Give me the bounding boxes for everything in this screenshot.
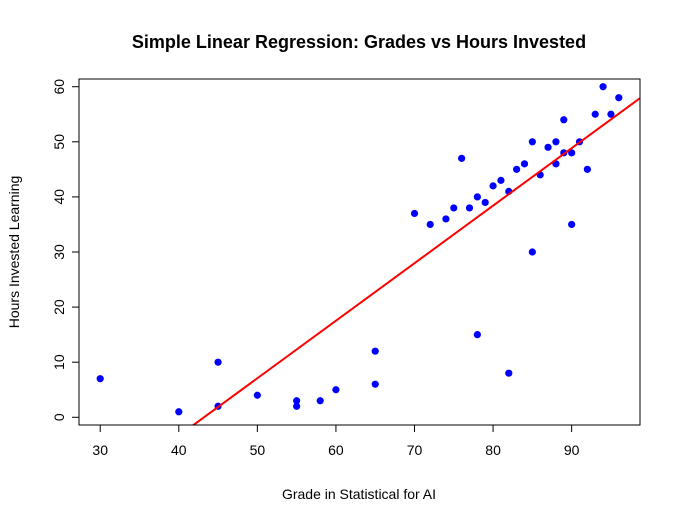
regression-line: [79, 98, 640, 509]
data-point: [411, 210, 418, 217]
data-point: [97, 375, 104, 382]
y-tick-label: 10: [51, 354, 67, 370]
x-tick-label: 30: [92, 442, 108, 458]
data-point: [175, 408, 182, 415]
data-point: [442, 215, 449, 222]
plot-frame: [79, 79, 640, 425]
x-tick-label: 80: [485, 442, 501, 458]
y-tick-label: 30: [51, 244, 67, 260]
y-tick-label: 50: [51, 134, 67, 150]
data-point: [474, 331, 481, 338]
x-axis-label: Grade in Statistical for AI: [282, 486, 436, 502]
data-points: [97, 83, 623, 415]
data-point: [544, 144, 551, 151]
y-axis-label: Hours Invested Learning: [6, 176, 22, 329]
data-point: [458, 155, 465, 162]
data-point: [584, 166, 591, 173]
x-tick-label: 90: [564, 442, 580, 458]
chart-title: Simple Linear Regression: Grades vs Hour…: [132, 32, 586, 52]
data-point: [214, 359, 221, 366]
y-tick-label: 60: [51, 79, 67, 95]
data-point: [450, 204, 457, 211]
x-axis: 30 40 50 60 70 80 90: [92, 425, 579, 458]
data-point: [552, 138, 559, 145]
data-point: [332, 386, 339, 393]
data-point: [599, 83, 606, 90]
data-point: [482, 199, 489, 206]
data-point: [568, 221, 575, 228]
data-point: [293, 397, 300, 404]
data-point: [505, 370, 512, 377]
data-point: [521, 160, 528, 167]
data-point: [466, 204, 473, 211]
regression-line-group: [79, 98, 640, 509]
data-point: [427, 221, 434, 228]
data-point: [474, 193, 481, 200]
data-point: [529, 138, 536, 145]
y-tick-label: 0: [51, 413, 67, 421]
data-point: [489, 182, 496, 189]
data-point: [513, 166, 520, 173]
data-point: [615, 94, 622, 101]
x-tick-label: 40: [171, 442, 187, 458]
data-point: [560, 116, 567, 123]
data-point: [317, 397, 324, 404]
x-tick-label: 70: [407, 442, 423, 458]
data-point: [497, 177, 504, 184]
data-point: [529, 248, 536, 255]
data-point: [372, 348, 379, 355]
y-tick-label: 40: [51, 189, 67, 205]
y-axis: 0 10 20 30 40 50 60: [51, 79, 79, 421]
x-tick-label: 50: [250, 442, 266, 458]
x-tick-label: 60: [328, 442, 344, 458]
y-tick-label: 20: [51, 299, 67, 315]
data-point: [592, 111, 599, 118]
data-point: [372, 381, 379, 388]
data-point: [254, 392, 261, 399]
